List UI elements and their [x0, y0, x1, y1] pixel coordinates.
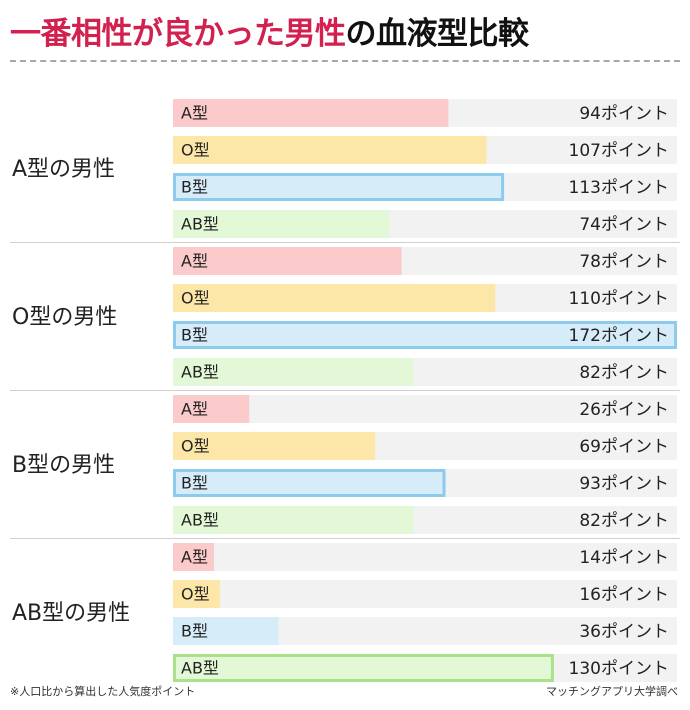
- bar-o: [173, 432, 376, 460]
- bar-value-label: 130ポイント: [569, 659, 669, 679]
- bar-o: [173, 580, 220, 608]
- bar-category-label: O型: [181, 141, 210, 160]
- bar-ab: [173, 654, 554, 682]
- footnote: ※人口比から算出した人気度ポイント: [10, 685, 196, 698]
- bar-value-label: 82ポイント: [579, 511, 669, 531]
- bar-category-label: A型: [181, 252, 208, 271]
- bar-category-label: A型: [181, 548, 208, 567]
- bar-b: [173, 173, 505, 201]
- bar-value-label: 26ポイント: [579, 400, 669, 420]
- bar-category-label: O型: [181, 585, 210, 604]
- bar-ab: [173, 506, 414, 534]
- bar-value-label: 78ポイント: [579, 252, 669, 272]
- bar-category-label: B型: [181, 474, 208, 493]
- bar-category-label: B型: [181, 622, 208, 641]
- bar-value-label: 74ポイント: [579, 215, 669, 235]
- bar-ab: [173, 210, 390, 238]
- bar-category-label: A型: [181, 104, 208, 123]
- bar-value-label: 93ポイント: [579, 474, 669, 494]
- bar-category-label: B型: [181, 178, 208, 197]
- bar-category-label: O型: [181, 289, 210, 308]
- group-label: A型の男性: [12, 157, 115, 182]
- bar-category-label: AB型: [181, 215, 219, 234]
- bar-category-label: B型: [181, 326, 208, 345]
- bar-value-label: 113ポイント: [569, 178, 669, 198]
- bar-value-label: 16ポイント: [579, 585, 669, 605]
- bar-value-label: 107ポイント: [569, 141, 669, 161]
- bar-track: [173, 395, 677, 423]
- bar-value-label: 94ポイント: [579, 104, 669, 124]
- bar-track: [173, 580, 677, 608]
- bar-category-label: A型: [181, 400, 208, 419]
- bar-value-label: 69ポイント: [579, 437, 669, 457]
- bar-o: [173, 284, 496, 312]
- group-label: B型の男性: [12, 453, 115, 478]
- bar-category-label: AB型: [181, 363, 219, 382]
- bar-b: [173, 321, 677, 349]
- bar-value-label: 172ポイント: [569, 326, 669, 346]
- chart-title-highlight: 一番相性が良かった男性: [10, 16, 346, 52]
- bar-a: [173, 543, 215, 571]
- title-divider: [10, 60, 680, 62]
- bar-value-label: 36ポイント: [579, 622, 669, 642]
- bar-category-label: O型: [181, 437, 210, 456]
- bar-a: [173, 99, 449, 127]
- group-label: AB型の男性: [12, 601, 130, 626]
- bar-b: [173, 617, 279, 645]
- bar-value-label: 110ポイント: [569, 289, 669, 309]
- bar-b: [173, 469, 446, 497]
- group-label: O型の男性: [12, 305, 117, 330]
- bar-category-label: AB型: [181, 511, 219, 530]
- chart-title-rest: の血液型比較: [345, 16, 530, 52]
- bar-a: [173, 247, 402, 275]
- bar-value-label: 14ポイント: [579, 548, 669, 568]
- chart-title: 一番相性が良かった男性の血液型比較: [10, 8, 529, 53]
- bar-a: [173, 395, 250, 423]
- bar-track: [173, 543, 677, 571]
- bar-category-label: AB型: [181, 659, 219, 678]
- bar-o: [173, 136, 487, 164]
- bar-ab: [173, 358, 414, 386]
- bar-value-label: 82ポイント: [579, 363, 669, 383]
- credit: マッチングアプリ大学調べ: [546, 685, 678, 698]
